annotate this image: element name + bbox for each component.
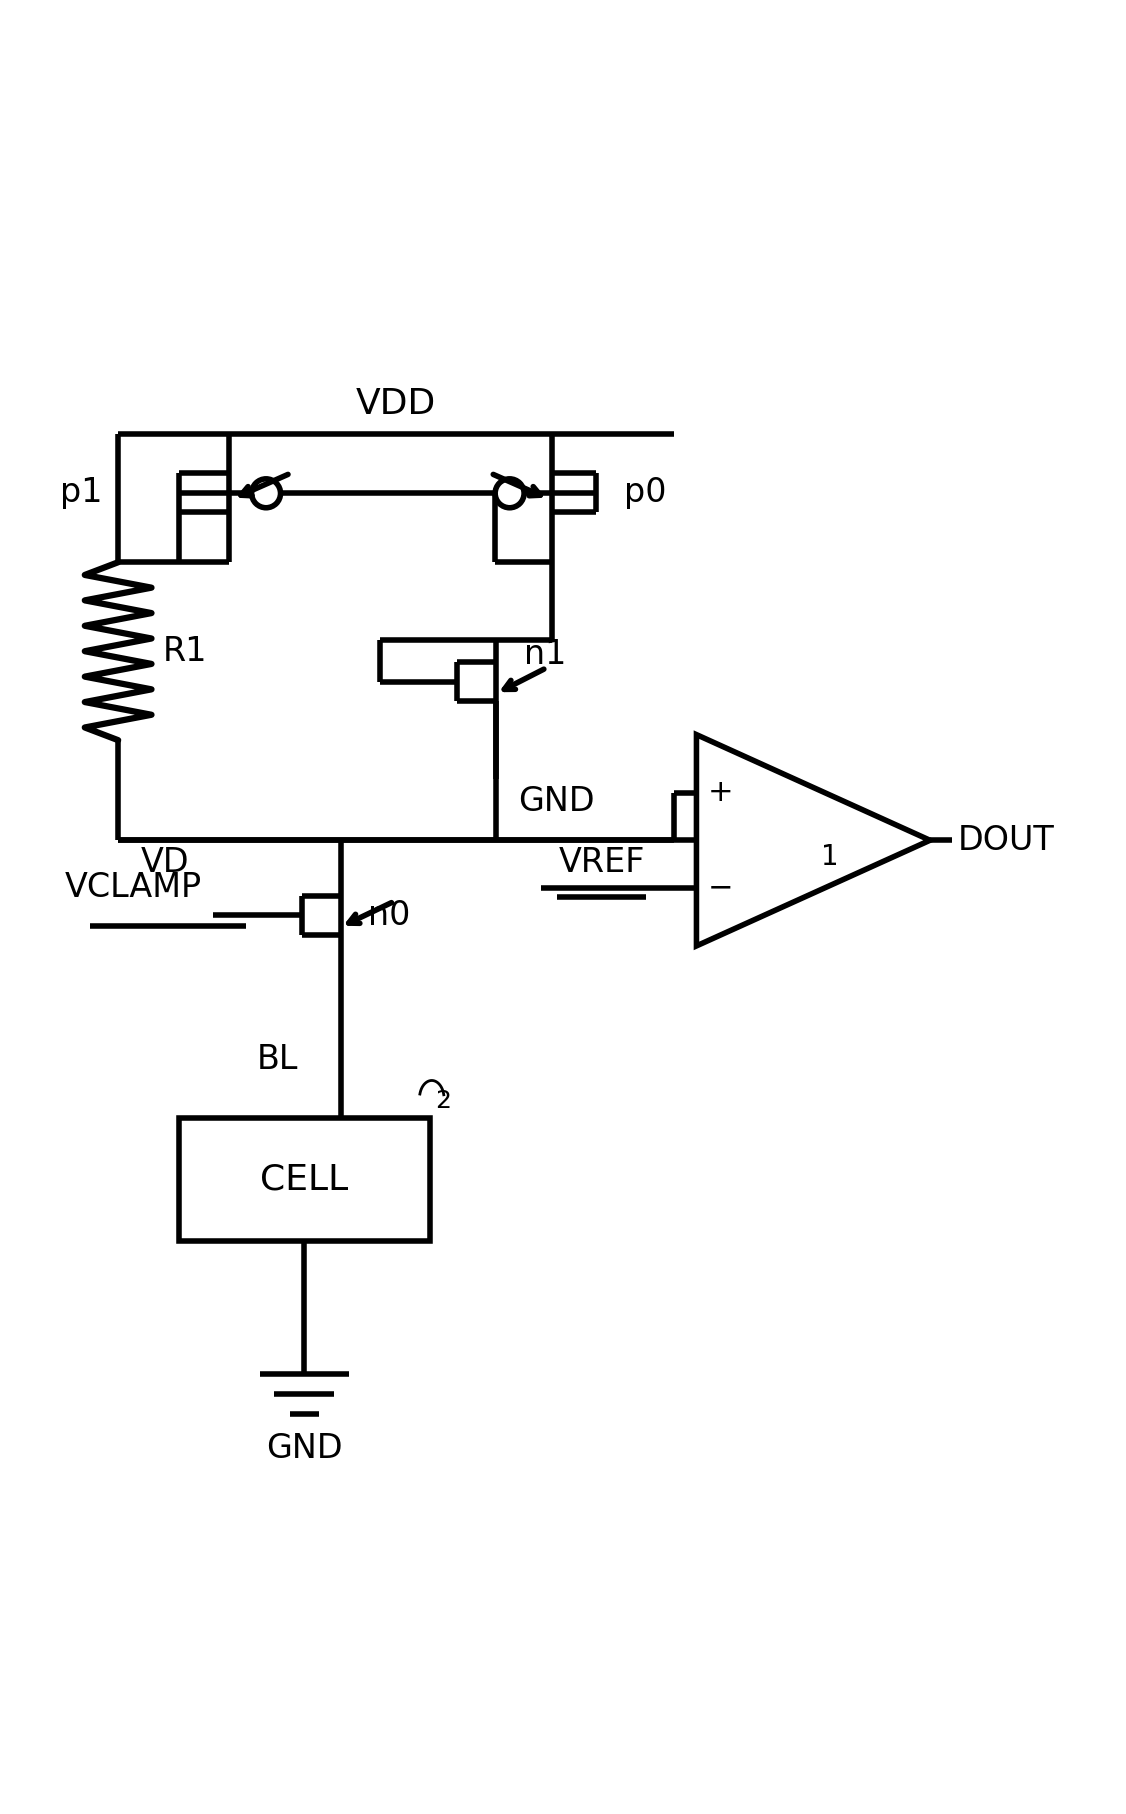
Text: VDD: VDD [356, 386, 436, 421]
Text: p1: p1 [61, 477, 102, 510]
Text: GND: GND [518, 785, 596, 818]
Text: n0: n0 [368, 900, 411, 932]
Text: VCLAMP: VCLAMP [64, 871, 202, 903]
Text: CELL: CELL [260, 1163, 349, 1197]
Text: p0: p0 [624, 477, 667, 510]
Text: 1: 1 [821, 844, 839, 871]
Text: R1: R1 [162, 635, 207, 668]
Text: BL: BL [257, 1043, 298, 1076]
Text: n1: n1 [524, 639, 566, 671]
Text: VREF: VREF [558, 845, 645, 880]
Bar [179, 1117, 429, 1241]
Text: −: − [708, 873, 734, 902]
Text: +: + [708, 778, 734, 807]
Text: 2: 2 [435, 1088, 452, 1112]
Text: GND: GND [266, 1431, 342, 1466]
Text: VD: VD [141, 845, 189, 878]
Text: DOUT: DOUT [958, 824, 1055, 856]
